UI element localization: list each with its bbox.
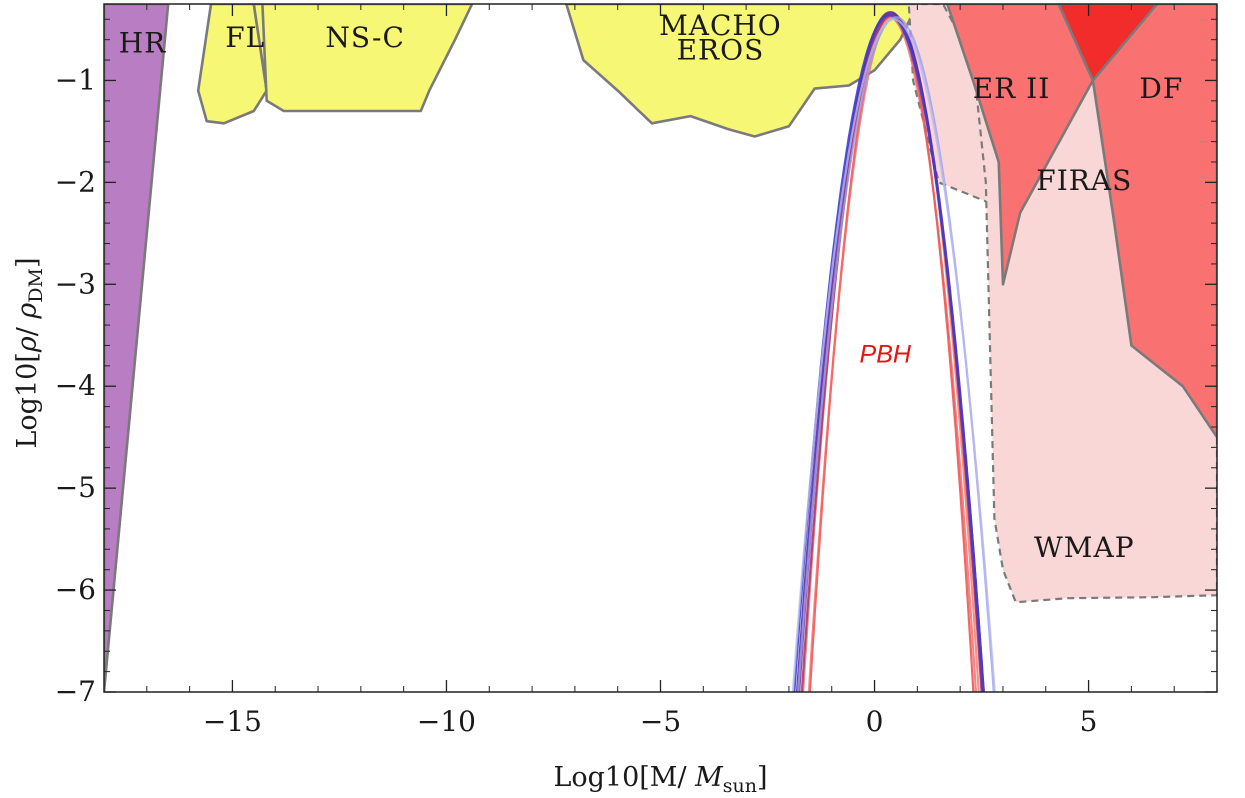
region-ns-c	[261, 4, 474, 113]
region-label-firas: FIRAS	[1036, 164, 1132, 197]
region-label-fl: FL	[225, 21, 265, 54]
region-overlap-9	[1057, 4, 1159, 82]
region-label-ns-c: NS-C	[325, 21, 405, 54]
y-axis-label: Log10[ρ/ ρDM]	[12, 257, 47, 448]
y-tick-label: −7	[55, 675, 96, 708]
region-label-hr: HR	[119, 26, 167, 59]
y-tick-label: −4	[55, 369, 96, 402]
region-label-wmap: WMAP	[1034, 531, 1135, 564]
region-df	[1057, 4, 1217, 439]
region-label-eros: EROS	[677, 33, 765, 66]
x-tick-label: 5	[1080, 705, 1098, 738]
y-tick-label: −2	[55, 165, 96, 198]
x-tick-label: 0	[866, 705, 884, 738]
x-tick-label: −10	[417, 705, 476, 738]
axis-ticks	[103, 4, 1218, 693]
region-label-df: DF	[1139, 72, 1183, 105]
pbh-label: PBH	[860, 340, 912, 368]
region-label-er-ii: ER II	[973, 72, 1051, 105]
region-macho-eros	[564, 4, 919, 138]
x-axis-label: Log10[M/ Msun]	[553, 762, 767, 797]
y-tick-label: −5	[55, 471, 96, 504]
axis-tick-labels: −15 −10 −5 0 5 −7 −6 −5 −4 −3 −2 −1	[55, 63, 1098, 738]
pbh-mass-functions	[791, 11, 996, 692]
y-tick-label: −6	[55, 573, 96, 606]
x-tick-label: −15	[203, 705, 262, 738]
constraint-regions	[104, 4, 1217, 692]
x-tick-label: −5	[640, 705, 681, 738]
region-hr	[104, 4, 170, 692]
y-tick-label: −1	[55, 63, 96, 96]
region-label-macho: MACHO	[659, 9, 782, 42]
pbh-curve-9	[791, 18, 996, 692]
y-tick-label: −3	[55, 267, 96, 300]
